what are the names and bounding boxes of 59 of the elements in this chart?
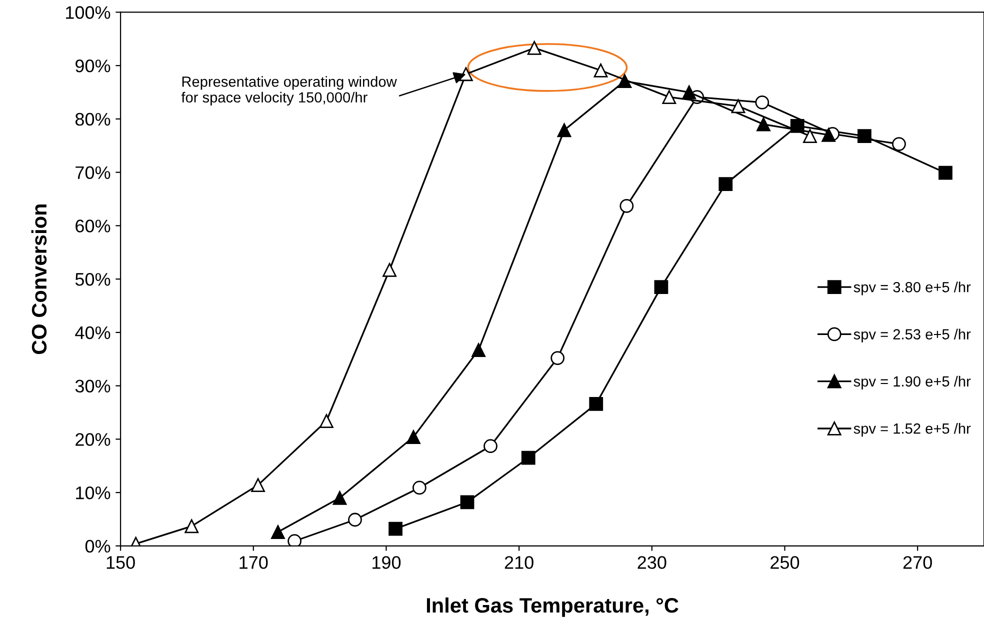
y-tick-label: 50%	[75, 272, 110, 286]
point	[251, 478, 265, 492]
point	[527, 41, 542, 55]
y-axis-title: CO Conversion	[31, 204, 47, 354]
point	[654, 280, 668, 294]
point	[557, 123, 572, 138]
point	[550, 351, 565, 365]
point	[756, 117, 770, 132]
y-tick-label: 70%	[76, 166, 110, 180]
point	[412, 480, 426, 495]
y-tick-label: 0%	[85, 540, 110, 553]
y-tick-label: 40%	[75, 326, 110, 340]
point	[382, 263, 396, 277]
x-tick-label: 190	[372, 556, 401, 569]
y-tick-label: 60%	[76, 220, 110, 232]
y-tick-label: 30%	[75, 380, 110, 393]
point	[319, 414, 334, 428]
legend-label: spv = 1.52 e+5 /hr	[854, 423, 971, 437]
point	[472, 343, 486, 357]
point	[460, 495, 474, 510]
point	[271, 525, 285, 539]
point	[620, 199, 634, 213]
y-tick-label: 80%	[75, 112, 110, 126]
point	[892, 137, 906, 151]
point	[618, 74, 632, 88]
y-tick-label: 20%	[76, 433, 110, 446]
x-tick-label: 230	[638, 556, 666, 569]
legend-label: spv = 2.53 e+5 /hr	[854, 328, 971, 342]
x-tick-label: 170	[240, 556, 268, 569]
legend-label: spv = 1.90 e+5 /hr	[854, 376, 971, 390]
y-tick-label: 10%	[76, 486, 110, 500]
point	[682, 85, 696, 100]
point	[332, 490, 347, 505]
x-axis-title: Inlet Gas Temperature, °C	[426, 597, 678, 617]
point	[589, 397, 604, 411]
legend-label: spv = 3.80 e+5 /hr	[854, 282, 971, 296]
point	[718, 177, 733, 192]
point	[803, 129, 817, 143]
point	[731, 99, 746, 114]
point	[184, 519, 199, 534]
point	[662, 90, 676, 104]
annotation: Representative operating window for space velocity 150,000/hr	[181, 76, 397, 106]
y-tick-label: 100%	[66, 6, 110, 19]
x-tick-label: 270	[903, 556, 932, 569]
point	[594, 63, 608, 78]
x-tick-label: 250	[770, 556, 800, 569]
x-tick-label: 150	[106, 556, 135, 569]
x-tick-label: 210	[504, 556, 534, 569]
point	[406, 430, 420, 444]
point	[822, 128, 836, 142]
point	[484, 439, 498, 454]
point	[858, 129, 872, 143]
y-tick-label: 90%	[76, 60, 110, 72]
point	[755, 95, 770, 110]
point	[288, 534, 302, 546]
point	[938, 166, 952, 180]
point	[521, 450, 536, 465]
point	[348, 512, 362, 527]
point	[388, 522, 402, 536]
